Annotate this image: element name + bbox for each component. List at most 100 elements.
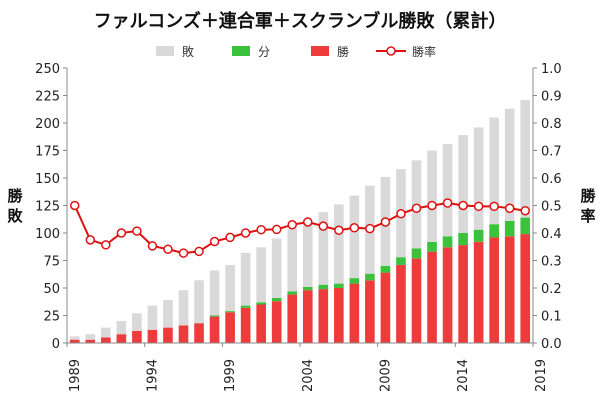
bar-win (411, 258, 422, 343)
y-tick-label-left: 100 (35, 227, 60, 242)
bar-draw (427, 241, 437, 252)
bar-draw (473, 229, 484, 242)
y-tick-label-right: 0.8 (541, 117, 562, 132)
y-tick-label-right: 0.4 (541, 227, 562, 242)
rate-point (458, 200, 468, 211)
bar-win (147, 329, 158, 343)
rate-point (489, 201, 499, 212)
bar-draw (365, 273, 375, 281)
x-tick-label: 2019 (534, 359, 549, 392)
rate-point (349, 223, 360, 233)
y-axis-label-left-char: 勝 (7, 187, 23, 205)
y-tick-label-left: 125 (35, 200, 60, 215)
legend-label-draw: 分 (258, 45, 270, 59)
y-tick-label-left: 0 (52, 337, 60, 352)
y-tick-label-left: 150 (35, 172, 60, 187)
rate-point (287, 220, 297, 230)
y-tick-label-left: 225 (35, 90, 60, 105)
bar-win (473, 241, 484, 343)
bar-win (287, 294, 298, 343)
bar-draw (209, 315, 220, 317)
bar-win (489, 237, 499, 343)
bar-lose (240, 252, 251, 306)
rate-point (318, 221, 329, 231)
bar-lose (147, 305, 158, 330)
bar-lose (101, 327, 111, 338)
bars (69, 99, 531, 343)
bar-lose (302, 219, 313, 287)
y-tick-label-left: 175 (35, 145, 60, 160)
bar-lose (163, 300, 173, 328)
bar-lose (209, 270, 220, 316)
y-tick-label-right: 1.0 (541, 62, 562, 77)
rate-point (396, 209, 406, 219)
y-ticks-left: 0 25 50 75 100 125 150 175 200 225 250 (35, 62, 67, 352)
rate-point (116, 228, 127, 238)
bar-draw (318, 284, 329, 290)
rate-line (73, 202, 526, 255)
bar-lose (504, 108, 515, 221)
bar-win (380, 272, 391, 343)
rate-point (271, 224, 282, 235)
rate-point (70, 200, 80, 211)
bar-win (194, 323, 204, 343)
rate-point (132, 226, 142, 236)
bar-win (69, 339, 80, 343)
bar-lose (349, 195, 360, 279)
bar-win (442, 247, 453, 343)
y-tick-label-right: 0.0 (541, 337, 562, 352)
bar-win (334, 288, 344, 343)
bar-draw (504, 220, 515, 237)
bar-lose (194, 280, 204, 324)
bar-lose (225, 264, 235, 312)
y-axis-label-right: 勝率 (580, 187, 596, 225)
rate-point (473, 201, 484, 212)
x-tick-label: 2014 (456, 359, 471, 392)
bar-draw (271, 297, 282, 302)
bar-win (178, 325, 189, 343)
rate-point (194, 246, 204, 257)
bar-lose (427, 150, 437, 242)
rate-point (85, 235, 96, 245)
rate-point (365, 223, 375, 234)
bar-lose (318, 212, 329, 285)
bar-win (256, 304, 266, 343)
bar-win (365, 280, 375, 343)
rate-point (163, 244, 173, 254)
rate-point (380, 217, 391, 227)
rate-point (411, 203, 422, 213)
rate-point (334, 225, 344, 235)
y-tick-label-right: 0.3 (541, 255, 562, 270)
legend-label-rate: 勝率 (412, 44, 436, 59)
y-tick-label-right: 0.5 (541, 200, 562, 215)
bar-lose (489, 117, 499, 225)
y-tick-label-left: 50 (43, 282, 60, 297)
bar-lose (520, 99, 531, 218)
rate-point (225, 232, 235, 243)
rate-point (240, 228, 251, 238)
bar-win (101, 337, 111, 343)
chart-title: ファルコンズ＋連合軍＋スクランブル勝敗（累計） (94, 10, 507, 32)
bar-lose (85, 334, 96, 340)
y-axis-label-right-char: 率 (580, 207, 595, 225)
legend-swatch-lose (156, 46, 174, 56)
bar-draw (380, 266, 391, 273)
y-tick-label-right: 0.2 (541, 282, 562, 297)
y-ticks-right: 0.0 0.1 0.2 0.3 0.4 0.5 0.6 0.7 0.8 0.9 1.0 (533, 62, 562, 352)
bar-win (85, 339, 96, 343)
bar-draw (287, 291, 298, 295)
rate-point (178, 248, 189, 258)
bar-draw (302, 286, 313, 291)
bar-draw (520, 217, 531, 235)
y-tick-label-left: 250 (35, 62, 60, 77)
rate-point (209, 236, 220, 247)
bar-draw (240, 305, 251, 308)
bar-lose (458, 135, 468, 233)
bar-win (225, 312, 235, 343)
legend-swatch-win (311, 46, 329, 56)
bar-win (302, 290, 313, 343)
rate-point (427, 200, 437, 211)
bar-win (458, 245, 468, 343)
bar-lose (178, 290, 189, 326)
